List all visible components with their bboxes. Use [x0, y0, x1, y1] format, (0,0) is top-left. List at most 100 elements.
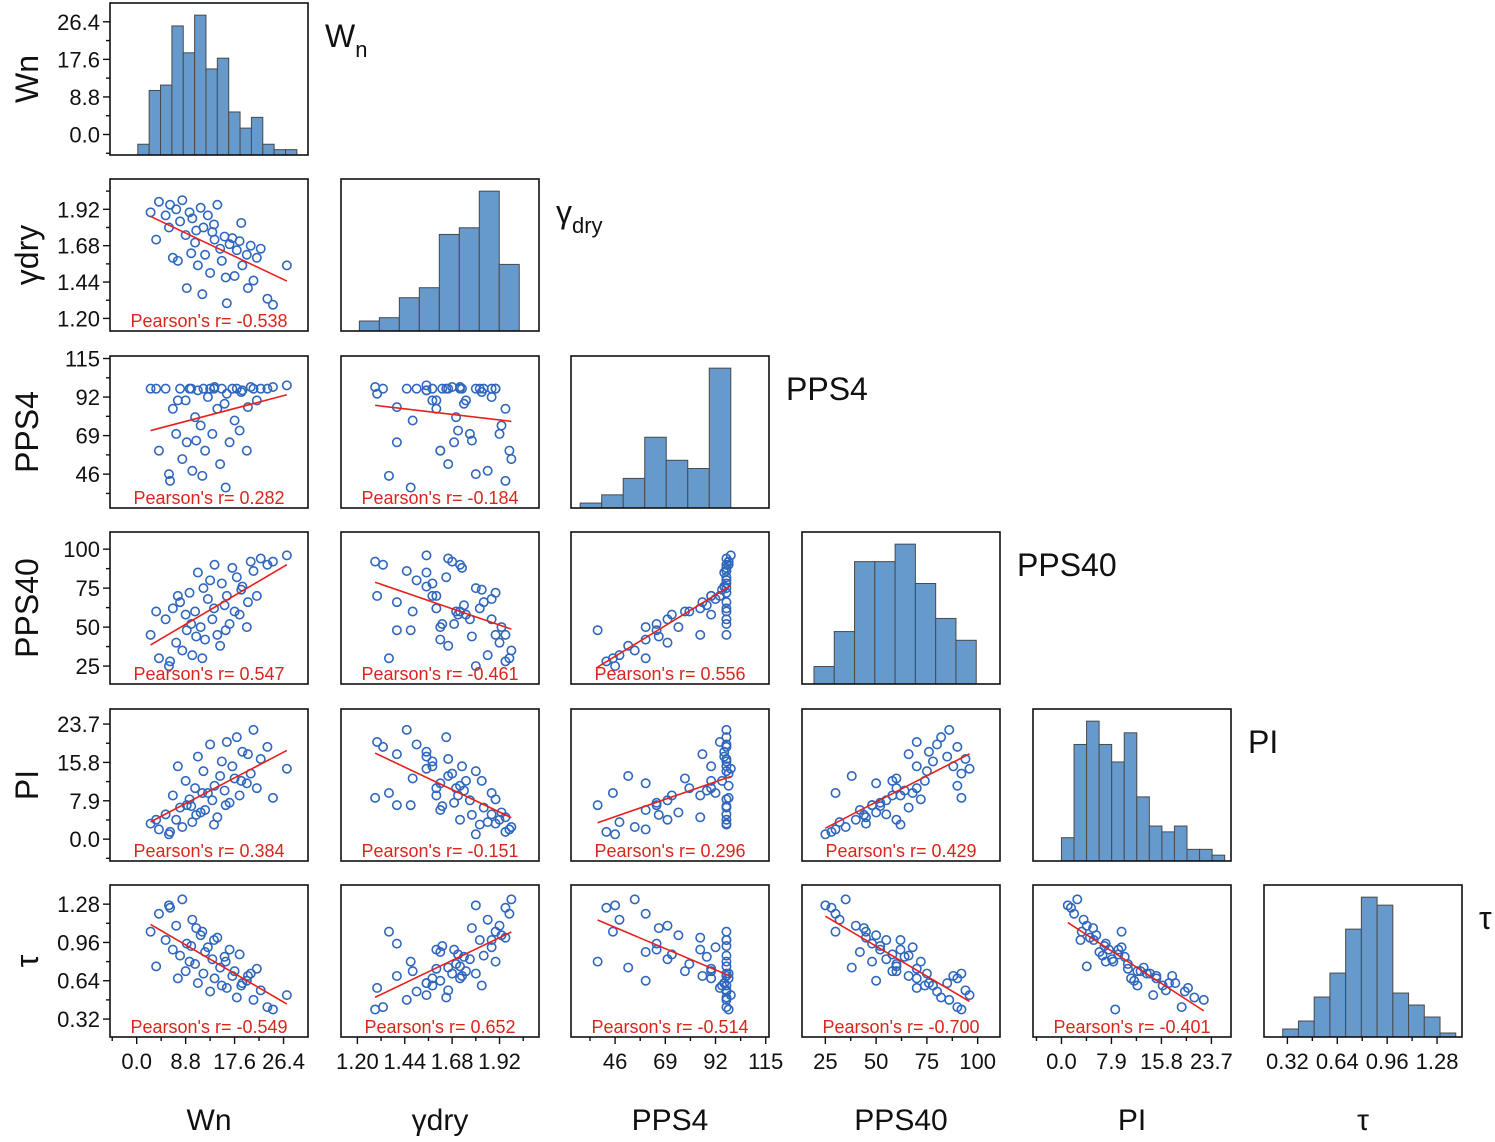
scatter-point	[237, 385, 248, 396]
panel-frame	[570, 708, 770, 862]
scatter-point	[227, 383, 238, 394]
scatter-point	[175, 216, 186, 227]
scatter-point	[160, 383, 171, 394]
scatter-point	[167, 944, 178, 955]
y-axis-PPS4: 46 69 92 115 PPS4	[9, 347, 110, 495]
y-axis-PPS40: 25 50 75 100 PPS40	[9, 537, 110, 679]
scatter-point	[378, 383, 389, 394]
scatter-point	[592, 625, 603, 636]
scatter-point	[202, 392, 213, 403]
scatter-point	[607, 926, 618, 937]
y-tick-label: 1.28	[57, 892, 100, 917]
scatter-point	[486, 809, 497, 820]
scatter-point	[470, 661, 481, 672]
histogram-bar	[601, 494, 624, 509]
scatter-point	[421, 385, 432, 396]
panel-frame	[109, 178, 309, 332]
scatter-point	[881, 935, 892, 946]
scatter-point	[1113, 949, 1124, 960]
scatter-point	[437, 941, 448, 952]
scatter-point	[236, 775, 247, 786]
scatter-point	[202, 942, 213, 953]
scatter-point	[427, 980, 438, 991]
scatter-point	[629, 645, 640, 656]
scatter-point	[237, 260, 248, 271]
scatter-point	[180, 775, 191, 786]
x-axis-PPS4: 46 69 92 115 PPS4	[589, 1037, 783, 1137]
scatter-point	[453, 425, 464, 436]
scatter-point	[820, 900, 831, 911]
scatter-point	[202, 788, 213, 799]
scatter-point	[191, 631, 202, 642]
regression-line	[374, 581, 512, 630]
histogram-bar	[1297, 1020, 1315, 1038]
y-axis-PI: 0.0 7.9 15.8 23.7 PI	[9, 712, 110, 860]
scatter-point	[383, 653, 394, 664]
scatter-panel-ydry-vs-Wn: Pearson's r= -0.538	[109, 178, 309, 332]
histogram-bar	[894, 543, 916, 685]
regression-line	[1067, 921, 1205, 1012]
panel-frame	[570, 355, 770, 509]
histogram-bar	[708, 367, 732, 509]
scatter-point	[234, 236, 245, 247]
scatter-point	[443, 754, 454, 765]
x-tick-label: 0.64	[1316, 1049, 1359, 1074]
scatter-panel-PPS4-vs-Wn: Pearson's r= 0.282	[109, 355, 309, 509]
scatter-point	[470, 766, 481, 777]
scatter-point	[944, 994, 955, 1005]
scatter-point	[207, 954, 218, 965]
scatter-point	[160, 210, 171, 221]
x-tick-label: 15.8	[1140, 1049, 1183, 1074]
histogram-bar	[418, 287, 440, 332]
scatter-point	[504, 445, 515, 456]
scatter-point	[281, 990, 292, 1001]
scatter-point	[629, 822, 640, 833]
histogram-panel-PPS40: PPS40	[801, 531, 1117, 685]
regression-line	[597, 919, 732, 978]
scatter-point	[236, 387, 247, 398]
scatter-point	[871, 930, 882, 941]
panel-frame	[1032, 708, 1232, 862]
scatter-point	[721, 794, 732, 805]
x-tick-label: 17.6	[213, 1049, 256, 1074]
scatter-point	[421, 990, 432, 1001]
scatter-point	[248, 994, 259, 1005]
regression-line	[375, 404, 512, 423]
histogram-panel-PI: PI	[1032, 708, 1278, 862]
scatter-point	[209, 559, 220, 570]
histogram-bar	[1086, 720, 1100, 862]
scatter-point	[494, 428, 505, 439]
scatter-panel-PI-vs-Wn: Pearson's r= 0.384	[109, 708, 309, 862]
scatter-point	[470, 583, 481, 594]
histogram-bar	[1360, 896, 1378, 1038]
histogram-bar	[1161, 831, 1175, 862]
histogram-bar	[378, 317, 400, 332]
scatter-point	[190, 606, 201, 617]
scatter-point	[163, 829, 174, 840]
regression-line	[597, 584, 732, 668]
scatter-point	[209, 234, 220, 245]
scatter-point	[500, 475, 511, 486]
histogram-bar	[1111, 761, 1125, 862]
scatter-point	[431, 603, 442, 614]
scatter-point	[441, 572, 452, 583]
scatter-point	[153, 653, 164, 664]
scatter-point	[172, 395, 183, 406]
scatter-point	[181, 437, 192, 448]
scatter-point	[281, 260, 292, 271]
x-tick-label: 0.32	[1266, 1049, 1309, 1074]
diagonal-label-main: PPS40	[1017, 547, 1117, 583]
pearson-r-label: Pearson's r= -0.461	[361, 664, 518, 684]
column-variable-label: γdry	[412, 1104, 469, 1137]
diagonal-variable-label: Wn	[325, 18, 367, 62]
scatter-point	[610, 829, 621, 840]
x-tick-label: 23.7	[1190, 1049, 1233, 1074]
scatter-point	[486, 614, 497, 625]
diagonal-variable-label: γdry	[556, 194, 603, 238]
scatter-point	[895, 944, 906, 955]
scatter-point	[725, 990, 736, 1001]
scatter-point	[1132, 980, 1143, 991]
x-axis-tau: 0.32 0.64 0.96 1.28 τ	[1266, 1037, 1458, 1137]
y-tick-label: 25	[76, 654, 100, 679]
scatter-point	[229, 270, 240, 281]
